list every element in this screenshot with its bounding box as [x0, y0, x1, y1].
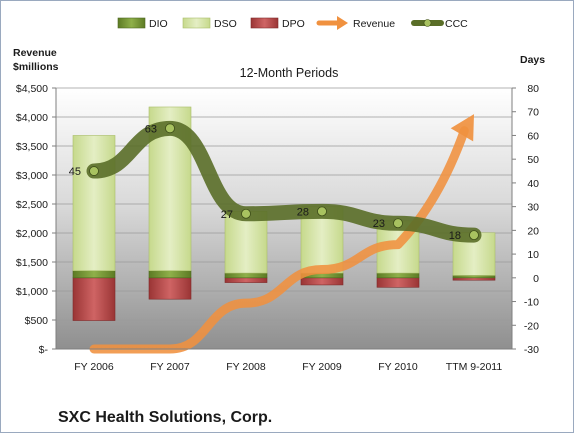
- right-axis-title: Days: [520, 54, 545, 66]
- bar-dpo: [376, 277, 420, 288]
- bar-dso: [72, 135, 116, 271]
- left-tick-label: $4,500: [16, 83, 48, 95]
- legend-item-dpo: DPO: [250, 17, 305, 30]
- legend-swatch-dpo: [250, 17, 279, 29]
- legend-item-dio: DIO: [117, 17, 168, 30]
- revenue-arrowhead: [450, 114, 474, 142]
- chart-title: 12-Month Periods: [240, 66, 339, 80]
- legend-label-dio: DIO: [149, 18, 168, 30]
- ccc-data-label: 18: [449, 230, 461, 242]
- legend-label-revenue: Revenue: [353, 18, 395, 30]
- legend: DIO DSO DPO Revenue CCC: [117, 16, 468, 30]
- legend-label-dso: DSO: [214, 18, 237, 30]
- right-tick-label: 80: [527, 83, 539, 95]
- ccc-point: [165, 123, 175, 134]
- ccc-data-label: 28: [297, 206, 309, 218]
- left-tick-label: $-: [39, 344, 49, 356]
- bar-dpo: [72, 277, 116, 321]
- bar-dio: [72, 270, 116, 279]
- right-tick-label: 40: [527, 178, 539, 190]
- right-tick-label: -10: [524, 297, 539, 309]
- bar-dpo: [224, 277, 268, 283]
- ccc-line: [86, 120, 482, 243]
- left-axis-title-line1: Revenue: [13, 47, 57, 59]
- left-axis-title-line2: $millions: [13, 61, 59, 73]
- left-tick-label: $4,000: [16, 112, 48, 124]
- right-tick-label: 20: [527, 225, 539, 237]
- legend-arrow-revenue: [337, 16, 348, 30]
- category-label: FY 2007: [150, 361, 190, 373]
- right-tick-label: 30: [527, 202, 539, 214]
- left-tick-label: $3,000: [16, 170, 48, 182]
- ccc-data-label: 23: [373, 218, 385, 230]
- bar-dpo: [300, 277, 344, 286]
- legend-marker-ccc: [423, 19, 432, 27]
- right-tick-label: 60: [527, 130, 539, 142]
- legend-swatch-dso: [182, 17, 211, 29]
- category-label: FY 2010: [378, 361, 418, 373]
- left-tick-label: $2,500: [16, 199, 48, 211]
- category-label: FY 2009: [302, 361, 342, 373]
- bar-dio: [376, 272, 420, 279]
- left-tick-label: $500: [25, 315, 49, 327]
- bar-dpo: [452, 277, 496, 281]
- category-label: FY 2008: [226, 361, 266, 373]
- legend-item-ccc: CCC: [411, 18, 468, 30]
- legend-label-ccc: CCC: [445, 18, 468, 30]
- right-tick-label: -20: [524, 320, 539, 332]
- ccc-point: [89, 166, 99, 176]
- ccc-point: [317, 206, 327, 217]
- bar-dpo: [148, 277, 192, 300]
- ccc-data-label: 45: [69, 166, 81, 178]
- right-tick-label: 10: [527, 249, 539, 261]
- bar-dio: [148, 270, 192, 279]
- category-label: FY 2006: [74, 361, 114, 373]
- right-tick-label: -30: [524, 344, 539, 356]
- left-tick-label: $2,000: [16, 228, 48, 240]
- bar-dso: [224, 211, 268, 274]
- ccc-data-label: 27: [221, 209, 233, 221]
- ccc-data-label: 63: [145, 123, 157, 135]
- legend-item-dso: DSO: [182, 17, 237, 30]
- company-name: SXC Health Solutions, Corp.: [58, 409, 272, 426]
- left-tick-label: $1,500: [16, 257, 48, 269]
- ccc-point: [393, 218, 403, 229]
- bar-dio: [224, 272, 268, 279]
- left-tick-label: $3,500: [16, 141, 48, 153]
- ccc-series: [86, 120, 482, 243]
- category-label: TTM 9-2011: [446, 361, 503, 373]
- right-tick-label: 50: [527, 154, 539, 166]
- right-tick-label: 70: [527, 107, 539, 119]
- right-tick-label: 0: [533, 273, 539, 285]
- legend-label-dpo: DPO: [282, 18, 305, 30]
- ccc-point: [241, 208, 251, 219]
- ccc-point: [469, 230, 479, 241]
- data-labels: 45 63 27 28 23 18: [69, 123, 461, 242]
- axes: $- $500 $1,000 $1,500 $2,000 $2,500 $3,000 $3,5…: [16, 83, 539, 373]
- legend-item-revenue: Revenue: [316, 16, 395, 30]
- bar-dio: [452, 275, 496, 279]
- legend-swatch-dio: [117, 17, 146, 29]
- left-tick-label: $1,000: [16, 286, 48, 298]
